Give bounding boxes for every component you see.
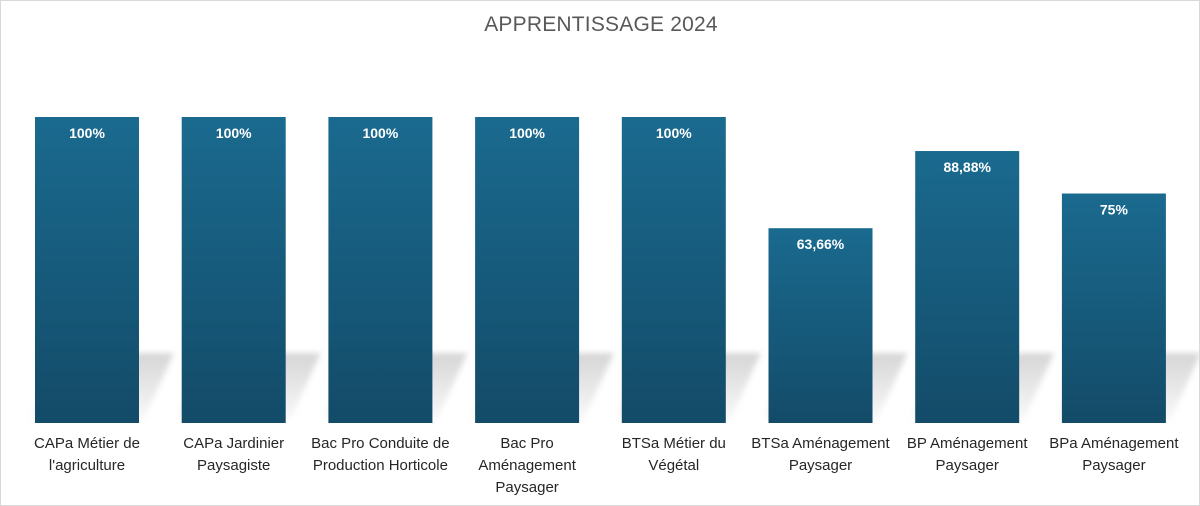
- data-label: 100%: [656, 125, 692, 141]
- x-tick-label-line: BTSa Aménagement: [751, 435, 890, 452]
- x-tick-label-line: Paysager: [788, 457, 853, 474]
- bar: [915, 151, 1020, 423]
- bar: [35, 117, 139, 423]
- x-tick-label-line: Paysagiste: [197, 457, 271, 474]
- bar: [1061, 193, 1166, 423]
- x-tick-label: BPa Aménagement Paysager: [1039, 433, 1189, 477]
- bar: [621, 117, 726, 423]
- data-label: 100%: [69, 125, 105, 141]
- bar: [768, 228, 873, 423]
- x-tick-label: BTSa Métier du Végétal: [599, 433, 749, 477]
- x-tick-label-line: Production Horticole: [312, 457, 448, 474]
- data-label: 63,66%: [797, 236, 845, 252]
- data-label: 100%: [362, 125, 398, 141]
- x-tick-label: CAPa Jardinier Paysagiste: [159, 433, 309, 477]
- x-tick-label-line: Paysager: [1082, 457, 1146, 474]
- x-tick-label-line: Paysager: [495, 479, 559, 496]
- x-tick-label: CAPa Métier de l'agriculture: [12, 433, 162, 477]
- bar: [181, 117, 286, 423]
- x-tick-label: Bac Pro Aménagement Paysager: [452, 433, 602, 499]
- bar: [328, 117, 433, 423]
- x-tick-label-line: Bac Pro Conduite de: [311, 435, 450, 452]
- x-tick-label-line: BTSa Métier du: [621, 435, 726, 452]
- chart-title: APPRENTISSAGE 2024: [484, 13, 718, 36]
- x-tick-label-line: CAPa Métier de: [34, 435, 140, 452]
- x-tick-label-line: Végétal: [648, 457, 700, 474]
- x-tick-label-line: Aménagement: [478, 457, 576, 474]
- x-tick-label: BTSa Aménagement Paysager: [746, 433, 896, 477]
- data-label: 88,88%: [943, 159, 991, 175]
- x-tick-label-line: BP Aménagement: [906, 435, 1028, 452]
- x-tick-label: Bac Pro Conduite de Production Horticole: [305, 433, 455, 477]
- x-tick-label-line: BPa Aménagement: [1049, 435, 1179, 452]
- x-tick-label-line: l'agriculture: [48, 457, 126, 474]
- data-label: 100%: [509, 125, 545, 141]
- x-tick-label: BP Aménagement Paysager: [892, 433, 1042, 477]
- x-tick-label-line: CAPa Jardinier: [183, 435, 285, 452]
- x-tick-label-line: Bac Pro: [500, 435, 554, 452]
- bar: [475, 117, 580, 423]
- data-label: 100%: [216, 125, 252, 141]
- x-tick-label-line: Paysager: [935, 457, 999, 474]
- data-label: 75%: [1100, 202, 1129, 218]
